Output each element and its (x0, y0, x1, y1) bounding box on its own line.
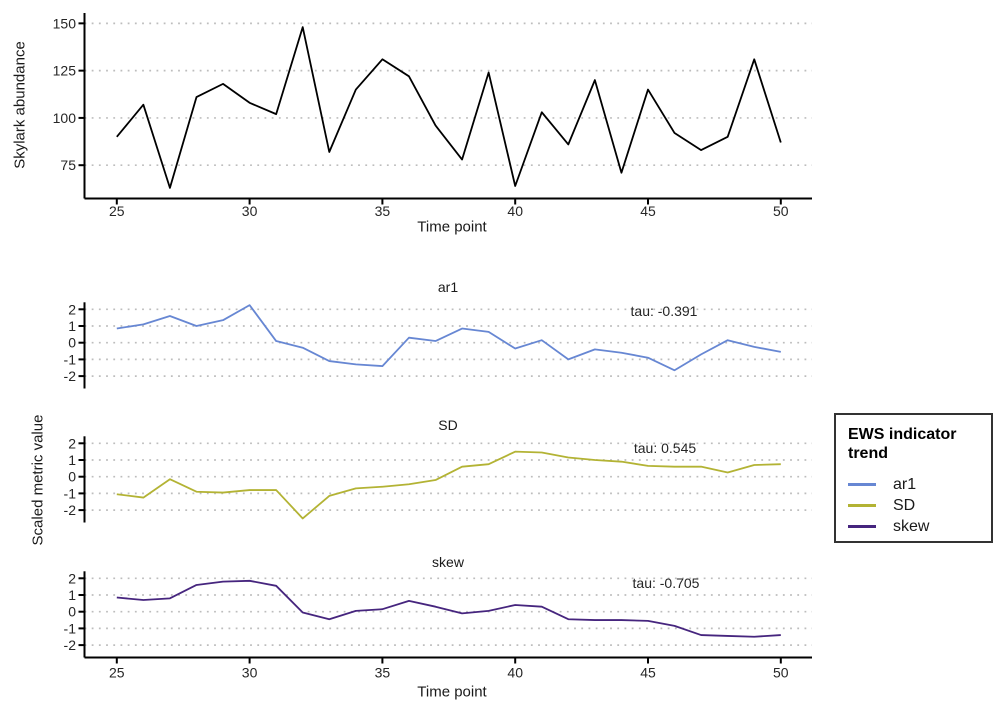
y-tick-label: -1 (64, 351, 77, 367)
y-tick-label: 1 (68, 587, 76, 603)
y-tick-label: -1 (64, 620, 77, 636)
y-tick-label: 150 (53, 15, 77, 31)
facet-strip-ar1: ar1 (437, 279, 459, 295)
y-tick-label: 2 (68, 435, 76, 451)
x-tick-label: 50 (773, 203, 789, 219)
bottom-x-axis-title: Time point (417, 683, 487, 701)
legend-title: EWS indicator trend (848, 426, 957, 463)
x-tick-label: 30 (242, 203, 258, 219)
facet-strip-skew: skew (432, 554, 464, 570)
legend: EWS indicator trend ar1 SD skew (834, 413, 993, 543)
data-line (116, 304, 781, 372)
data-line (116, 579, 781, 638)
x-tick-label: 25 (109, 665, 125, 681)
legend-swatch-ar1 (848, 483, 876, 487)
data-line (116, 26, 782, 189)
legend-label-sd: SD (893, 496, 916, 514)
y-tick-label: 1 (68, 452, 76, 468)
legend-item-ar1: ar1 (848, 474, 983, 495)
y-tick-label: 0 (68, 469, 76, 485)
top-y-axis-title: Skylark abundance (11, 41, 29, 169)
x-tick-label: 35 (375, 203, 391, 219)
y-tick-label: 100 (53, 110, 77, 126)
legend-label-skew: skew (893, 517, 930, 535)
y-tick-label: 2 (68, 301, 76, 317)
bottom-y-axis-title: Scaled metric value (29, 414, 47, 546)
top-x-axis-title: Time point (417, 218, 487, 236)
x-tick-label: 25 (109, 203, 125, 219)
tau-annotation-ar1: tau: -0.391 (630, 303, 698, 319)
y-tick-label: 75 (60, 157, 76, 173)
legend-item-sd: SD (848, 495, 983, 516)
x-tick-label: 40 (507, 203, 523, 219)
legend-label-ar1: ar1 (893, 475, 917, 493)
y-tick-label: 0 (68, 604, 76, 620)
y-tick-label: 125 (53, 63, 77, 79)
x-tick-label: 45 (640, 665, 656, 681)
top-panel: 75 100 125 150 25 30 35 40 45 50 (53, 13, 812, 219)
y-tick-label: -2 (64, 368, 77, 384)
tau-annotation-sd: tau: 0.545 (633, 440, 697, 456)
y-tick-label: -1 (64, 485, 77, 501)
y-tick-label: 0 (68, 335, 76, 351)
y-tick-label: -2 (64, 502, 77, 518)
x-tick-label: 30 (242, 665, 258, 681)
data-line (116, 450, 781, 520)
legend-item-skew: skew (848, 516, 983, 537)
y-tick-label: 2 (68, 570, 76, 586)
facet-strip-sd: SD (438, 417, 458, 433)
x-tick-label: 40 (507, 665, 523, 681)
legend-swatch-skew (848, 525, 876, 529)
y-tick-label: 1 (68, 318, 76, 334)
tau-annotation-skew: tau: -0.705 (632, 575, 700, 591)
x-tick-label: 50 (773, 665, 789, 681)
legend-swatch-sd (848, 504, 876, 508)
x-tick-label: 35 (375, 665, 391, 681)
x-tick-label: 45 (640, 203, 656, 219)
y-tick-label: -2 (64, 637, 77, 653)
